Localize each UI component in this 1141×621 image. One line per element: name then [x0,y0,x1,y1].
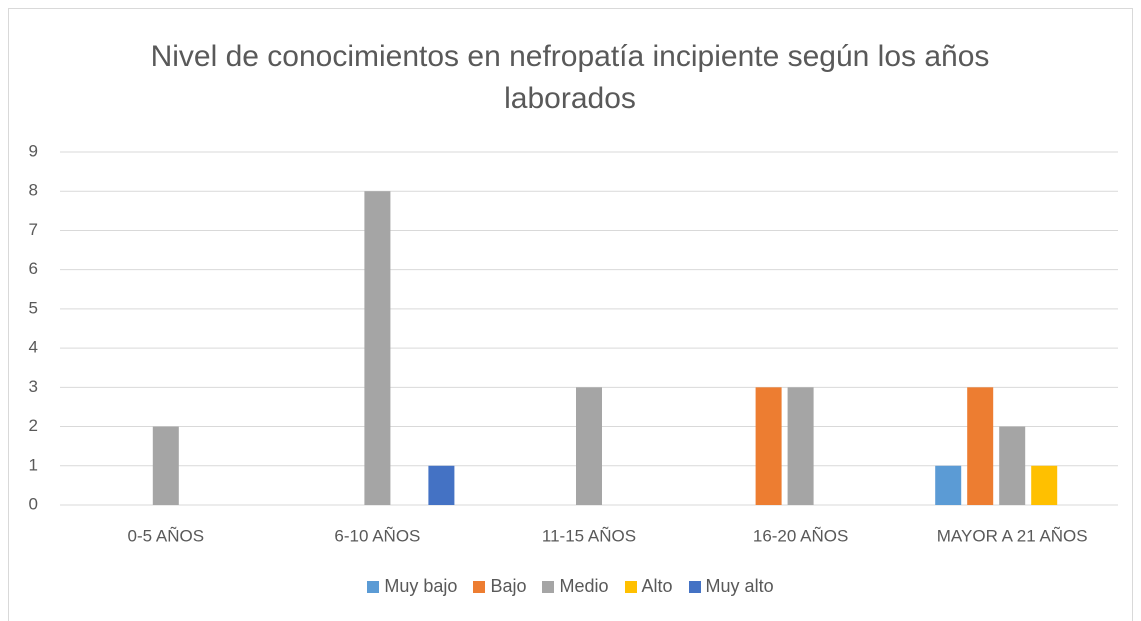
y-tick-label: 8 [29,181,38,200]
legend-swatch [367,580,380,593]
y-tick-label: 9 [29,141,38,160]
bar [967,387,994,505]
legend-label: Alto [641,576,673,596]
y-tick-label: 3 [29,377,38,396]
legend-item: Bajo [473,576,526,597]
x-tick-label: MAYOR A 21 AÑOS [937,526,1088,545]
legend-swatch [624,580,637,593]
y-tick-label: 6 [29,259,38,278]
bar [755,387,782,505]
x-tick-label: 6-10 AÑOS [334,526,420,545]
legend-item: Medio [542,576,609,597]
legend-item: Muy alto [688,576,774,597]
legend-swatch [688,580,701,593]
x-tick-label: 0-5 AÑOS [128,526,205,545]
x-tick-label: 16-20 AÑOS [753,526,848,545]
bar [999,426,1026,505]
y-tick-label: 4 [29,338,38,357]
legend-item: Alto [624,576,673,597]
legend-label: Muy alto [705,576,774,596]
legend-swatch [542,580,555,593]
bar [1031,465,1058,505]
y-tick-label: 2 [29,416,38,435]
bar [576,387,602,505]
y-tick-label: 7 [29,220,38,239]
legend-swatch [473,580,486,593]
legend-item: Muy bajo [367,576,457,597]
bar [787,387,814,505]
bar [364,191,391,505]
bar [428,465,455,505]
chart-border [8,8,1133,621]
legend: Muy bajo Bajo Medio Alto Muy alto [0,576,1141,597]
legend-label: Medio [559,576,609,596]
bar [152,426,179,505]
y-tick-label: 5 [29,298,38,317]
legend-label: Bajo [490,576,527,596]
chart-title: Nivel de conocimientos en nefropatía inc… [150,40,990,115]
bar [935,465,962,505]
y-tick-label: 1 [29,455,38,474]
legend-label: Muy bajo [384,576,458,596]
y-tick-label: 0 [29,494,38,513]
x-tick-label: 11-15 AÑOS [542,526,636,545]
